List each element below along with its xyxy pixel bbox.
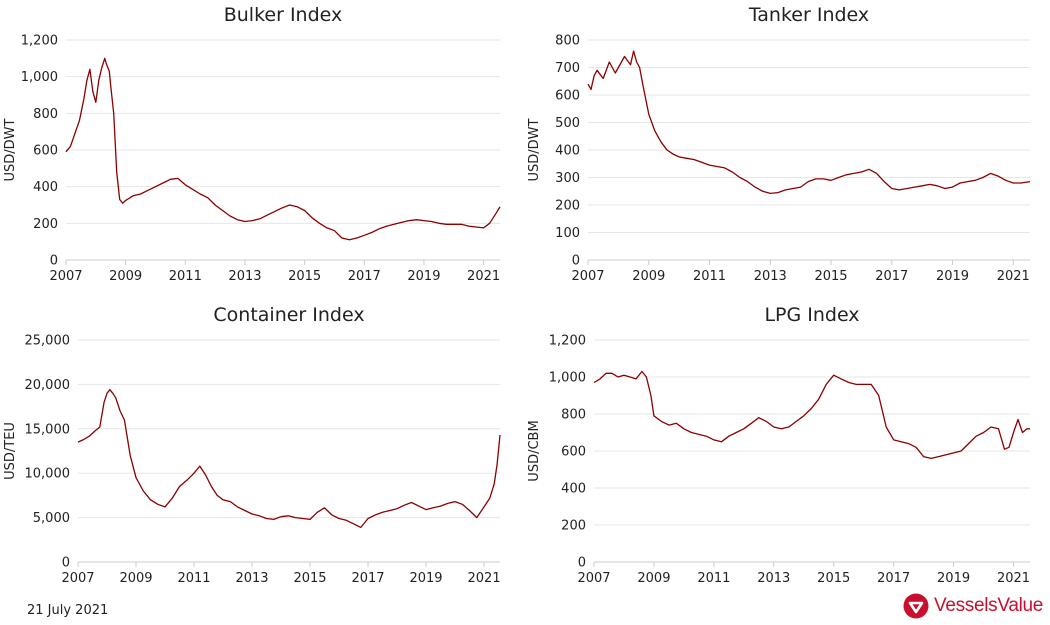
report-date: 21 July 2021 (27, 603, 109, 618)
y-tick-label: 5,000 (33, 511, 70, 526)
vesselsvalue-logo[interactable]: VesselsValue (903, 592, 1048, 620)
x-tick-label: 2017 (875, 269, 908, 284)
vesselsvalue-logo-text: VesselsValue (934, 595, 1044, 616)
y-tick-label: 0 (62, 556, 70, 571)
y-tick-label: 300 (555, 171, 580, 186)
y-tick-label: 1,200 (549, 334, 586, 349)
x-tick-label: 2011 (177, 571, 210, 586)
chart-title: Tanker Index (748, 4, 869, 26)
chart-title: LPG Index (764, 304, 859, 326)
y-tick-label: 0 (50, 254, 58, 269)
x-tick-label: 2017 (348, 269, 381, 284)
x-tick-label: 2009 (119, 571, 152, 586)
container-index-chart: Container Index USD/TEU 0 5,000 10,000 15,000… (0, 300, 520, 604)
x-tick-label: 2017 (877, 571, 910, 586)
y-tick-label: 0 (578, 556, 586, 571)
y-tick-label: 200 (555, 199, 580, 214)
x-tick-label: 2021 (997, 269, 1030, 284)
x-tick-label: 2015 (814, 269, 847, 284)
chart-svg: Bulker Index USD/DWT 0 200 400 600 800 1,000 1,2… (3, 4, 501, 284)
x-tick-label: 2017 (351, 571, 384, 586)
y-tick-label: 1,000 (549, 371, 586, 386)
y-tick-label: 800 (561, 408, 586, 423)
x-tick-label: 2009 (632, 269, 665, 284)
x-tick-label: 2019 (407, 269, 440, 284)
y-axis-label: USD/DWT (527, 118, 542, 181)
x-tick-label: 2019 (936, 269, 969, 284)
y-tick-label: 200 (561, 519, 586, 534)
tanker-index-chart: Tanker Index USD/DWT 0 100 200 300 400 500 600 70… (524, 0, 1050, 304)
y-tick-label: 800 (555, 34, 580, 49)
x-tick-label: 2007 (61, 571, 94, 586)
chart-title: Container Index (213, 304, 364, 326)
x-tick-label: 2021 (997, 571, 1030, 586)
y-tick-label: 1,200 (21, 34, 58, 49)
bulker-index-chart: Bulker Index USD/DWT 0 200 400 600 800 1,000 1,2… (0, 0, 520, 304)
y-tick-label: 700 (555, 61, 580, 76)
y-tick-label: 25,000 (25, 334, 71, 349)
chart-svg: LPG Index USD/CBM 0 200 400 600 800 1,000 1,200 2… (527, 304, 1030, 586)
x-tick-label: 2011 (693, 269, 726, 284)
series-line (593, 370, 1030, 460)
chart-svg: Container Index USD/TEU 0 5,000 10,000 15,000… (3, 304, 501, 586)
x-tick-label: 2015 (288, 269, 321, 284)
series-line (587, 50, 1031, 195)
y-tick-label: 400 (561, 482, 586, 497)
y-tick-label: 1,000 (21, 70, 58, 85)
chart-title: Bulker Index (224, 4, 343, 26)
chart-svg: Tanker Index USD/DWT 0 100 200 300 400 500 600 70… (527, 4, 1031, 284)
x-tick-label: 2015 (293, 571, 326, 586)
y-tick-label: 15,000 (25, 422, 71, 437)
x-tick-label: 2021 (467, 269, 500, 284)
y-tick-label: 600 (33, 144, 58, 159)
y-tick-label: 400 (33, 180, 58, 195)
lpg-index-chart: LPG Index USD/CBM 0 200 400 600 800 1,000 1,200 2… (524, 300, 1050, 604)
vesselsvalue-logo-icon (903, 593, 929, 619)
y-tick-label: 500 (555, 116, 580, 131)
x-tick-label: 2009 (109, 269, 142, 284)
x-tick-label: 2013 (754, 269, 787, 284)
y-tick-label: 10,000 (25, 467, 71, 482)
y-tick-label: 400 (555, 144, 580, 159)
series-line (65, 57, 501, 241)
y-tick-label: 0 (572, 254, 580, 269)
x-tick-label: 2013 (228, 269, 261, 284)
x-tick-label: 2011 (697, 571, 730, 586)
x-tick-label: 2009 (637, 571, 670, 586)
x-tick-label: 2019 (409, 571, 442, 586)
y-tick-label: 800 (33, 107, 58, 122)
x-tick-label: 2013 (757, 571, 790, 586)
x-tick-label: 2013 (235, 571, 268, 586)
y-tick-label: 100 (555, 226, 580, 241)
x-tick-label: 2015 (817, 571, 850, 586)
x-tick-label: 2007 (577, 571, 610, 586)
y-tick-label: 600 (555, 89, 580, 104)
y-tick-label: 200 (33, 217, 58, 232)
y-axis-label: USD/TEU (3, 422, 18, 480)
x-tick-label: 2021 (468, 571, 501, 586)
y-tick-label: 600 (561, 445, 586, 460)
y-tick-label: 20,000 (25, 378, 71, 393)
x-tick-label: 2011 (169, 269, 202, 284)
series-line (77, 389, 501, 529)
y-axis-label: USD/DWT (3, 118, 18, 181)
x-tick-label: 2019 (937, 571, 970, 586)
x-tick-label: 2007 (49, 269, 82, 284)
y-axis-label: USD/CBM (527, 420, 542, 481)
x-tick-label: 2007 (571, 269, 604, 284)
